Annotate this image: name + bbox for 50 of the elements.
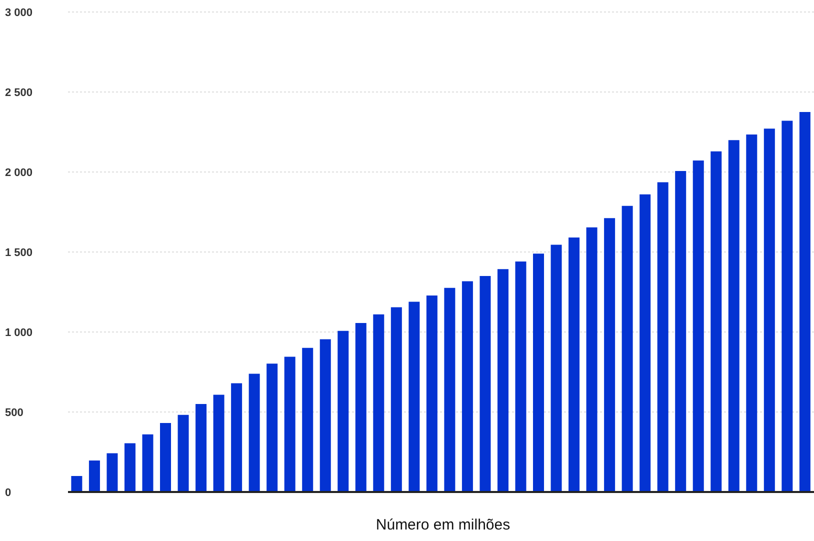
bar bbox=[550, 244, 562, 492]
bar bbox=[515, 261, 526, 492]
bar bbox=[640, 194, 651, 492]
x-axis-title: Número em milhões bbox=[374, 516, 512, 534]
bar bbox=[692, 160, 704, 492]
y-tick-label: 1 000 bbox=[5, 326, 33, 339]
bar bbox=[266, 364, 278, 492]
y-tick-label: 0 bbox=[5, 486, 12, 499]
bar bbox=[302, 348, 314, 492]
bar bbox=[88, 460, 100, 492]
bar bbox=[142, 434, 154, 492]
bar bbox=[568, 237, 580, 492]
bar bbox=[213, 394, 224, 492]
bar bbox=[533, 254, 544, 492]
bar bbox=[444, 288, 456, 492]
bar bbox=[764, 128, 775, 492]
bar bbox=[782, 120, 793, 492]
bar bbox=[106, 453, 118, 492]
bar bbox=[408, 302, 420, 492]
bar bbox=[799, 112, 810, 492]
bar bbox=[160, 423, 172, 492]
bar bbox=[675, 171, 686, 492]
bar bbox=[178, 414, 189, 492]
bar bbox=[390, 307, 402, 492]
y-tick-label: 3 000 bbox=[5, 6, 33, 19]
bar bbox=[462, 281, 473, 492]
bar bbox=[71, 476, 82, 492]
bar bbox=[586, 227, 598, 492]
bar bbox=[355, 323, 366, 492]
bar bbox=[497, 269, 508, 492]
bar bbox=[196, 404, 207, 492]
bar bbox=[248, 374, 260, 492]
bar bbox=[622, 206, 633, 492]
bar bbox=[373, 314, 384, 492]
bar bbox=[426, 296, 438, 492]
bar bbox=[231, 383, 242, 492]
bar bbox=[124, 443, 136, 492]
y-tick-label: 2 000 bbox=[5, 166, 33, 179]
bar bbox=[728, 140, 740, 492]
bar bbox=[338, 330, 349, 492]
bar bbox=[480, 276, 491, 492]
bar bbox=[657, 182, 668, 492]
y-tick-label: 500 bbox=[5, 406, 24, 419]
bar bbox=[284, 356, 296, 492]
bar bbox=[710, 151, 722, 492]
y-tick-label: 1 500 bbox=[5, 246, 33, 259]
bar bbox=[320, 339, 331, 492]
bar bbox=[604, 218, 616, 492]
y-tick-label: 2 500 bbox=[5, 86, 33, 99]
bar bbox=[746, 134, 758, 492]
